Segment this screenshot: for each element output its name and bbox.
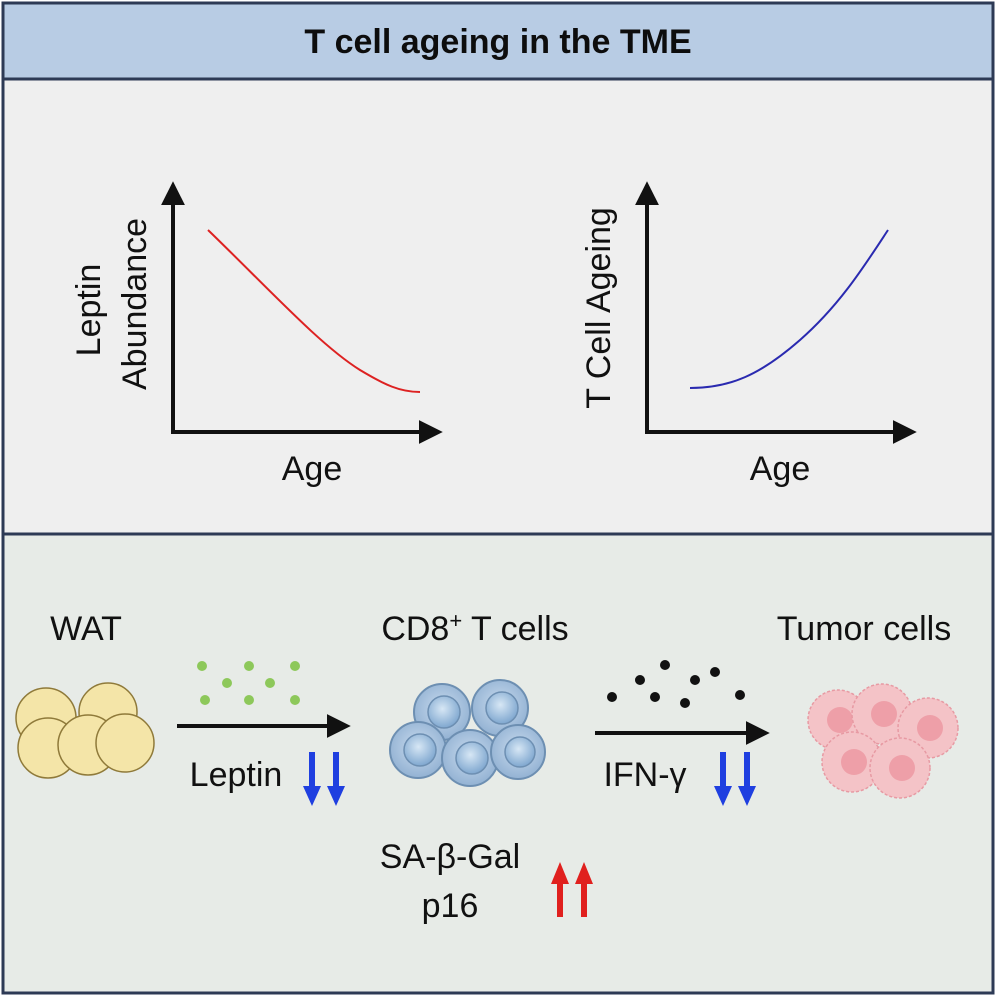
leptin-label: Leptin: [190, 756, 283, 794]
leptin-dot: [200, 695, 210, 705]
ifn-dot: [710, 667, 720, 677]
tcells-label-suffix: T cells: [462, 610, 568, 648]
cd8-tcell-cluster: [389, 679, 546, 787]
adipocyte: [95, 713, 155, 773]
down-arrow-icon: [738, 752, 756, 806]
tcell-ageing-chart: T Cell Ageing Age: [580, 181, 917, 488]
ifn-dot: [680, 698, 690, 708]
leptin-dot: [290, 695, 300, 705]
leptin-dot: [244, 661, 254, 671]
p16-label: p16: [422, 887, 479, 925]
ifn-dot: [690, 675, 700, 685]
leptin-ylabel-line1: Leptin: [70, 264, 108, 357]
down-arrow-icon: [714, 752, 732, 806]
ifn-decrease-arrows: [714, 752, 756, 806]
leptin-dot: [222, 678, 232, 688]
leptin-ylabel-line2: Abundance: [116, 218, 154, 390]
down-arrow-icon: [303, 752, 321, 806]
header-bar: [1, 1, 995, 81]
tcell-curve: [689, 229, 889, 389]
tcell: [490, 724, 546, 780]
up-arrow-icon: [575, 862, 593, 917]
ifn-dot: [607, 692, 617, 702]
tcells-label-sup: +: [449, 608, 462, 633]
tumor-label: Tumor cells: [777, 610, 951, 648]
ifn-dot: [650, 692, 660, 702]
tcell-ylabel: T Cell Ageing: [580, 207, 618, 409]
page-title: T cell ageing in the TME: [304, 23, 691, 61]
leptin-dot: [265, 678, 275, 688]
ifn-dot: [635, 675, 645, 685]
ifn-dot: [660, 660, 670, 670]
wat-adipocytes: [15, 682, 155, 779]
tcell: [471, 679, 529, 737]
ifn-dot: [735, 690, 745, 700]
ifn-gamma-label: IFN-γ: [603, 756, 686, 794]
senescence-increase-arrows: [551, 862, 593, 917]
down-arrow-icon: [327, 752, 345, 806]
leptin-dot: [244, 695, 254, 705]
tcell-xlabel: Age: [750, 450, 811, 488]
tcells-label-prefix: CD8: [381, 610, 449, 648]
sa-beta-gal-label: SA-β-Gal: [380, 838, 520, 876]
tumor-cell: [851, 683, 913, 745]
leptin-curve: [207, 229, 421, 393]
tcell: [389, 721, 447, 779]
wat-label: WAT: [50, 610, 122, 648]
tumor-cell-cluster: [807, 683, 959, 799]
top-panel: [1, 77, 995, 536]
tcells-label: CD8+ T cells: [381, 608, 568, 648]
up-arrow-icon: [551, 862, 569, 917]
ifn-gamma-molecules: [607, 660, 745, 708]
leptin-dot: [197, 661, 207, 671]
leptin-dot: [290, 661, 300, 671]
leptin-molecules: [197, 661, 300, 705]
tumor-cell: [869, 737, 931, 799]
tcell: [441, 729, 499, 787]
leptin-xlabel: Age: [282, 450, 343, 488]
leptin-decrease-arrows: [303, 752, 345, 806]
leptin-chart: Leptin Abundance Age: [70, 181, 443, 488]
